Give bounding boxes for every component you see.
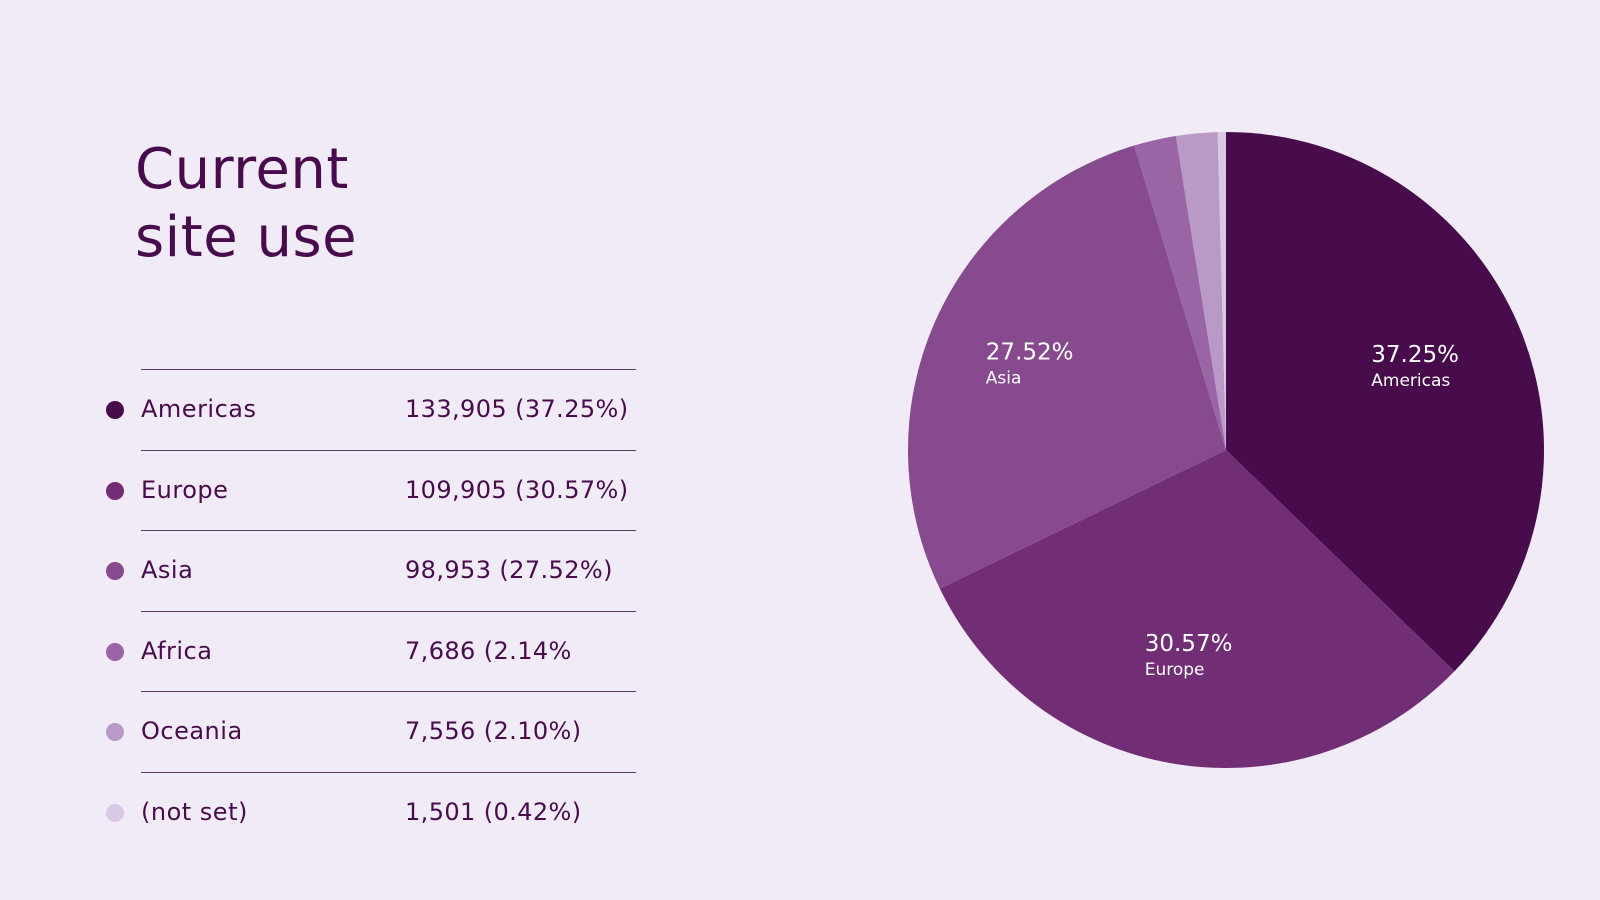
legend-name: Asia xyxy=(141,556,194,585)
legend-swatch-asia xyxy=(106,562,124,581)
row-divider xyxy=(141,369,636,370)
legend-name: Americas xyxy=(141,395,257,423)
slice-category-name: Europe xyxy=(1145,660,1205,680)
legend-value: 98,953 (27.52%) xyxy=(405,556,613,585)
legend-value: 109,905 (30.57%) xyxy=(405,475,629,504)
row-divider xyxy=(141,449,636,451)
slice-label-americas: 37.25% Americas xyxy=(1371,342,1459,391)
legend-swatch-americas xyxy=(106,401,124,419)
row-divider xyxy=(141,530,636,532)
slice-percentage: 27.52% xyxy=(986,340,1074,366)
legend-row-asia: Asia 98,953 (27.52%) xyxy=(104,530,664,611)
legend-value: 133,905 (37.25%) xyxy=(405,395,629,423)
slice-label-asia: 27.52% Asia xyxy=(986,340,1074,389)
legend-value: 7,556 (2.10%) xyxy=(405,717,582,746)
legend-row-africa: Africa 7,686 (2.14% xyxy=(104,610,664,692)
legend-row-europe: Europe 109,905 (30.57%) xyxy=(104,449,664,531)
legend-name: Europe xyxy=(141,475,229,504)
legend-value: 7,686 (2.14% xyxy=(405,636,572,665)
slice-percentage: 37.25% xyxy=(1371,342,1459,368)
legend-row-americas: Americas 133,905 (37.25%) xyxy=(104,369,664,450)
pie-slice-not-set xyxy=(1217,132,1226,450)
row-divider xyxy=(141,771,636,773)
pie-slice-africa xyxy=(1134,135,1226,450)
legend-swatch-not-set xyxy=(106,803,124,822)
legend-name: (not set) xyxy=(141,797,248,826)
slice-category-name: Americas xyxy=(1371,371,1450,391)
title-line-2: site use xyxy=(135,205,358,270)
legend-value: 1,501 (0.42%) xyxy=(405,797,582,826)
legend-table: Americas 133,905 (37.25%) Europe 109,905… xyxy=(104,369,664,853)
pie-slice-asia xyxy=(908,145,1226,589)
page-title: Current site use xyxy=(135,136,357,272)
title-line-1: Current xyxy=(135,137,349,202)
row-divider xyxy=(141,691,636,693)
slice-label-europe: 30.57% Europe xyxy=(1145,631,1233,680)
slice-percentage: 30.57% xyxy=(1145,631,1233,657)
row-divider xyxy=(141,610,636,612)
legend-name: Oceania xyxy=(141,717,243,746)
legend-row-oceania: Oceania 7,556 (2.10%) xyxy=(104,691,664,772)
legend-swatch-africa xyxy=(106,642,124,661)
pie-slice-oceania xyxy=(1175,132,1226,450)
pie-slice-americas xyxy=(1226,132,1544,672)
legend-row-not-set: (not set) 1,501 (0.42%) xyxy=(104,771,664,853)
legend-name: Africa xyxy=(141,636,213,665)
legend-swatch-oceania xyxy=(106,723,124,742)
slice-category-name: Asia xyxy=(986,369,1022,389)
pie-slice-europe xyxy=(939,450,1455,768)
legend-swatch-europe xyxy=(106,481,124,500)
